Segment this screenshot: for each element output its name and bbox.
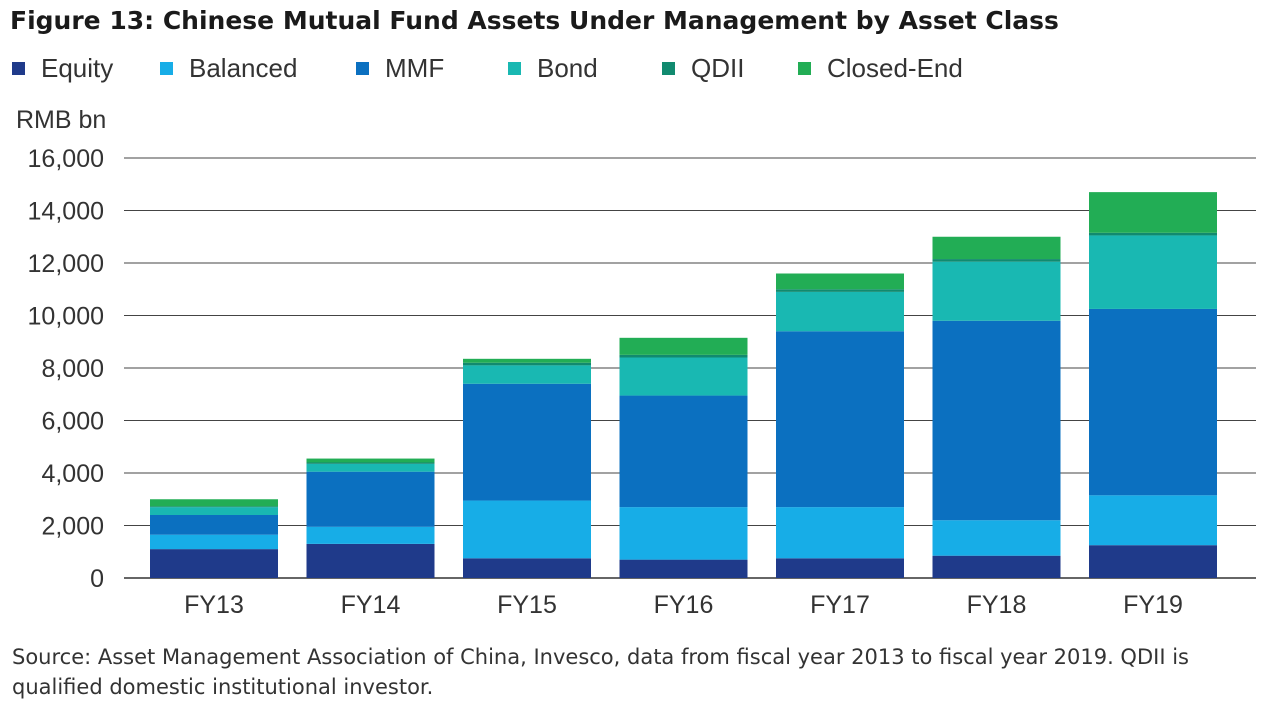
legend-swatch-closed-end xyxy=(798,61,811,75)
y-tick-label: 0 xyxy=(90,565,104,593)
y-tick-labels: 0 2,000 4,000 6,000 8,000 10,000 12,000 14,000 1… xyxy=(28,145,104,593)
bar-segment-bond-fy19 xyxy=(1089,235,1217,309)
bar-segment-equity-fy17 xyxy=(776,558,904,578)
legend-swatch-qdii xyxy=(662,61,675,75)
legend-item-mmf: MMF xyxy=(356,53,508,84)
legend-item-balanced: Balanced xyxy=(160,53,356,84)
stacked-bar-chart: RMB bn 0 2,000 4,000 6,000 8,000 10,000 12,000… xyxy=(16,106,1256,619)
bar-segment-closed-end-fy19 xyxy=(1089,192,1217,233)
bar-segment-balanced-fy18 xyxy=(932,520,1061,556)
bar-segment-mmf-fy17 xyxy=(776,331,904,508)
bar-segment-bond-fy13 xyxy=(150,507,278,515)
bar-segment-equity-fy15 xyxy=(463,558,591,578)
bar-segment-bond-fy18 xyxy=(932,261,1061,321)
bar-segment-qdii-fy19 xyxy=(1089,232,1217,236)
y-tick-label: 16,000 xyxy=(28,145,104,173)
y-tick-label: 14,000 xyxy=(28,198,104,226)
bar-segment-bond-fy14 xyxy=(306,463,435,472)
bar-segment-mmf-fy13 xyxy=(150,515,278,535)
legend-swatch-balanced xyxy=(160,61,173,75)
bar-segment-bond-fy16 xyxy=(619,357,748,396)
x-tick-label: FY13 xyxy=(184,591,244,619)
bar-segment-equity-fy18 xyxy=(932,555,1061,578)
y-tick-label: 8,000 xyxy=(41,355,104,383)
legend-item-qdii: QDII xyxy=(662,53,798,84)
legend-label-equity: Equity xyxy=(41,52,114,83)
legend-label-closed-end: Closed-End xyxy=(827,52,963,83)
bar-segment-closed-end-fy14 xyxy=(306,458,435,463)
bar-segment-balanced-fy17 xyxy=(776,507,904,559)
legend-label-balanced: Balanced xyxy=(189,52,298,83)
x-tick-label: FY14 xyxy=(341,591,401,619)
bar-segment-qdii-fy18 xyxy=(932,259,1061,262)
bar-segment-mmf-fy18 xyxy=(932,320,1061,521)
bar-segment-bond-fy15 xyxy=(463,365,591,384)
bar-segment-equity-fy13 xyxy=(150,549,278,578)
bar-segment-balanced-fy19 xyxy=(1089,495,1217,546)
legend-item-equity: Equity xyxy=(12,53,160,84)
bar-segment-qdii-fy17 xyxy=(776,289,904,292)
bar-segment-balanced-fy16 xyxy=(619,507,748,560)
bar-segment-mmf-fy14 xyxy=(306,471,435,527)
y-tick-label: 12,000 xyxy=(28,250,104,278)
legend-item-closed-end: Closed-End xyxy=(798,53,963,84)
bar-segment-equity-fy19 xyxy=(1089,545,1217,578)
bar-segment-balanced-fy13 xyxy=(150,534,278,550)
bar-segment-mmf-fy16 xyxy=(619,395,748,508)
source-note: Source: Asset Management Association of … xyxy=(12,645,1189,699)
bar-segment-qdii-fy15 xyxy=(463,362,591,366)
bar-segment-qdii-fy13 xyxy=(150,506,278,508)
y-tick-label: 10,000 xyxy=(28,303,104,331)
y-tick-label: 2,000 xyxy=(41,513,104,541)
bar-segment-closed-end-fy13 xyxy=(150,499,278,507)
bar-segment-mmf-fy19 xyxy=(1089,308,1217,496)
chart-title: Figure 13: Chinese Mutual Fund Assets Un… xyxy=(10,6,1059,35)
bar-segment-bond-fy17 xyxy=(776,291,904,332)
legend: Equity Balanced MMF Bond QDII Closed-End xyxy=(12,52,963,84)
bar-segment-qdii-fy16 xyxy=(619,354,748,358)
legend-label-qdii: QDII xyxy=(691,52,745,83)
y-tick-label: 6,000 xyxy=(41,408,104,436)
y-tick-label: 4,000 xyxy=(41,460,104,488)
legend-swatch-bond xyxy=(508,61,521,75)
y-axis-label: RMB bn xyxy=(16,106,106,134)
bar-segment-closed-end-fy15 xyxy=(463,358,591,363)
bar-segment-balanced-fy14 xyxy=(306,526,435,544)
bar-segment-closed-end-fy16 xyxy=(619,337,748,355)
legend-swatch-equity xyxy=(12,61,25,75)
x-tick-label: FY19 xyxy=(1123,591,1183,619)
x-tick-labels: FY13 FY14 FY15 FY16 FY17 FY18 FY19 xyxy=(184,591,1183,619)
bar-segment-equity-fy16 xyxy=(619,559,748,578)
bar-segment-equity-fy14 xyxy=(306,543,435,578)
legend-swatch-mmf xyxy=(356,61,369,75)
legend-item-bond: Bond xyxy=(508,53,662,84)
x-tick-label: FY17 xyxy=(810,591,870,619)
bar-segment-closed-end-fy17 xyxy=(776,273,904,290)
bar-segment-closed-end-fy18 xyxy=(932,236,1061,260)
x-tick-label: FY18 xyxy=(967,591,1027,619)
bar-segment-balanced-fy15 xyxy=(463,500,591,559)
bars xyxy=(150,192,1217,578)
legend-label-bond: Bond xyxy=(537,52,598,83)
bar-segment-mmf-fy15 xyxy=(463,383,591,501)
legend-label-mmf: MMF xyxy=(385,52,445,83)
x-tick-label: FY15 xyxy=(497,591,557,619)
x-tick-label: FY16 xyxy=(654,591,714,619)
bar-segment-qdii-fy14 xyxy=(306,462,435,464)
